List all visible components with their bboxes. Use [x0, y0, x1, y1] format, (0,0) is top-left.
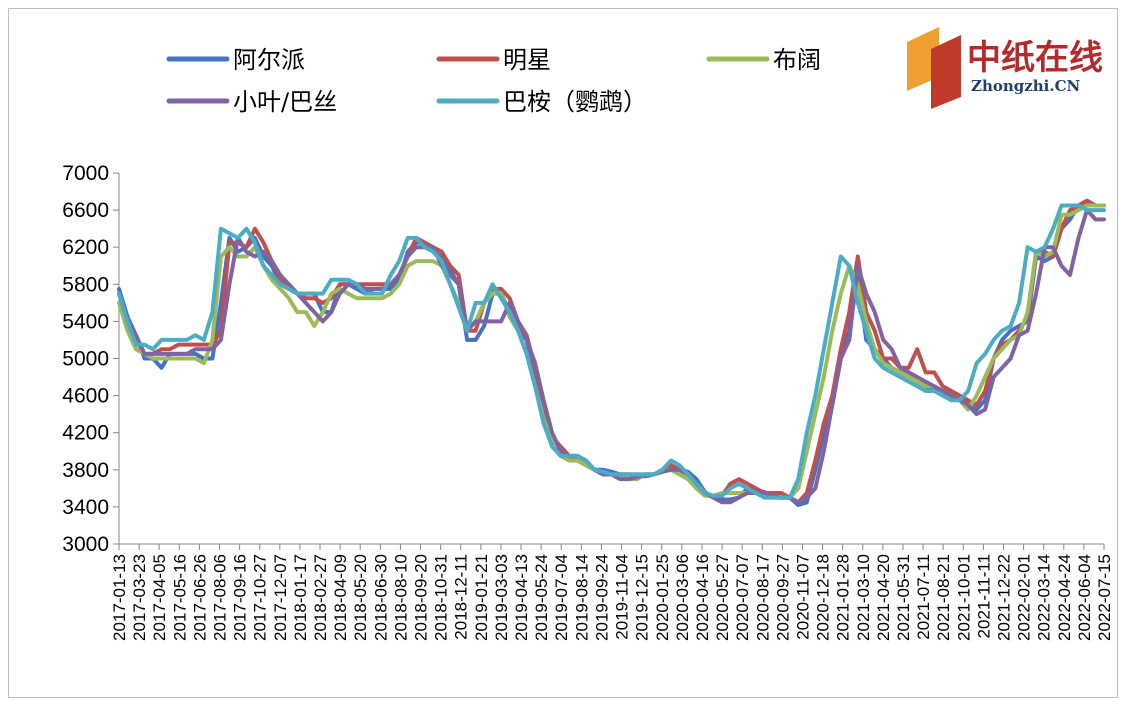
x-tick-label: 2019-08-14 — [572, 554, 591, 641]
axes: 3000 3400 3800 4200 4600 5000 5400 5800 6200 6600… — [62, 162, 1114, 641]
chart-frame: 中纸在线 Zhongzhi.CN 阿尔派 明星 布阔小叶/巴丝 巴桉（鹦鹉） 3000… — [8, 8, 1118, 698]
x-tick-label: 2020-09-27 — [773, 554, 792, 641]
x-tick-label: 2019-01-21 — [472, 554, 491, 641]
x-tick-label: 2020-07-07 — [733, 554, 752, 641]
legend-item: 小叶/巴丝 — [166, 88, 337, 116]
x-tick-label: 2020-08-17 — [753, 554, 772, 641]
x-tick-label: 2021-03-10 — [854, 554, 873, 641]
legend-label: 巴桉（鹦鹉） — [503, 88, 647, 116]
legend-item: 明星 — [436, 46, 551, 74]
x-tick-label: 2018-06-30 — [371, 554, 390, 641]
x-tick-label: 2022-03-14 — [1035, 554, 1054, 641]
x-tick-label: 2021-12-22 — [994, 554, 1013, 641]
y-tick-label: 5000 — [62, 348, 109, 371]
x-tick-label: 2021-10-01 — [954, 554, 973, 641]
x-tick-label: 2017-03-23 — [130, 554, 149, 641]
x-tick-label: 2021-05-31 — [894, 554, 913, 641]
x-tick-label: 2020-03-06 — [673, 554, 692, 641]
x-tick-label: 2019-07-04 — [552, 554, 571, 641]
x-tick-label: 2017-08-06 — [211, 554, 230, 641]
y-tick-label: 4600 — [62, 385, 109, 408]
x-tick-label: 2018-08-10 — [391, 554, 410, 641]
logo-text-cn: 中纸在线 — [967, 38, 1103, 78]
x-tick-label: 2020-12-18 — [814, 554, 833, 641]
legend-label: 小叶/巴丝 — [233, 88, 337, 116]
y-tick-label: 6600 — [62, 199, 109, 222]
x-tick-label: 2018-12-11 — [452, 554, 471, 640]
legend-item: 巴桉（鹦鹉） — [436, 88, 647, 116]
x-tick-label: 2020-11-07 — [793, 554, 812, 640]
x-tick-label: 2021-08-21 — [934, 554, 953, 641]
legend-label: 明星 — [503, 46, 551, 74]
logo-text-en: Zhongzhi.CN — [971, 77, 1081, 95]
x-tick-label: 2019-12-15 — [633, 554, 652, 641]
x-tick-label: 2017-09-16 — [231, 554, 250, 641]
x-tick-label: 2017-06-26 — [190, 554, 209, 641]
y-tick-label: 5400 — [62, 310, 109, 333]
x-tick-label: 2022-02-01 — [1015, 554, 1034, 641]
y-tick-label: 3800 — [62, 459, 109, 482]
y-tick-label: 5800 — [62, 273, 109, 296]
x-tick-label: 2019-04-13 — [512, 554, 531, 641]
x-tick-label: 2019-11-04 — [613, 554, 632, 640]
x-tick-label: 2019-05-24 — [532, 554, 551, 641]
x-tick-label: 2019-03-03 — [492, 554, 511, 641]
logo-mark-red — [931, 35, 961, 109]
zhongzhi-logo: 中纸在线 Zhongzhi.CN — [907, 27, 1103, 109]
x-tick-label: 2020-05-27 — [713, 554, 732, 641]
x-tick-label: 2021-04-20 — [874, 554, 893, 641]
series-lines — [117, 198, 1106, 507]
x-tick-label: 2018-10-31 — [432, 554, 451, 641]
legend-item: 布阔 — [706, 46, 821, 74]
x-tick-label: 2018-02-27 — [311, 554, 330, 641]
y-tick-label: 6200 — [62, 236, 109, 259]
x-tick-label: 2022-06-04 — [1075, 554, 1094, 641]
x-tick-label: 2021-07-11 — [914, 554, 933, 640]
x-tick-label: 2021-01-28 — [834, 554, 853, 641]
series-line-2 — [117, 198, 1106, 505]
x-tick-label: 2017-04-05 — [150, 554, 169, 641]
y-tick-label: 3000 — [62, 533, 109, 556]
x-tick-label: 2018-01-17 — [291, 554, 310, 641]
x-tick-label: 2018-05-20 — [351, 554, 370, 641]
series-line-5 — [117, 203, 1106, 500]
y-tick-label: 3400 — [62, 496, 109, 519]
x-tick-label: 2017-01-13 — [110, 554, 129, 641]
x-tick-label: 2019-09-24 — [592, 554, 611, 641]
legend-label: 阿尔派 — [233, 46, 305, 74]
y-tick-label: 7000 — [62, 162, 109, 185]
x-tick-label: 2018-09-20 — [412, 554, 431, 641]
x-tick-label: 2022-04-24 — [1055, 554, 1074, 641]
legend-label: 布阔 — [773, 46, 821, 74]
x-tick-label: 2017-05-16 — [170, 554, 189, 641]
x-tick-label: 2021-11-11 — [974, 554, 993, 638]
x-tick-label: 2020-04-16 — [693, 554, 712, 641]
x-tick-label: 2018-04-09 — [331, 554, 350, 641]
x-tick-label: 2022-07-15 — [1095, 554, 1114, 641]
legend-item: 阿尔派 — [166, 46, 305, 74]
x-tick-label: 2017-12-07 — [271, 554, 290, 641]
series-line-4 — [117, 208, 1106, 505]
x-tick-label: 2020-01-25 — [653, 554, 672, 641]
x-tick-label: 2017-10-27 — [251, 554, 270, 641]
y-tick-label: 4200 — [62, 422, 109, 445]
